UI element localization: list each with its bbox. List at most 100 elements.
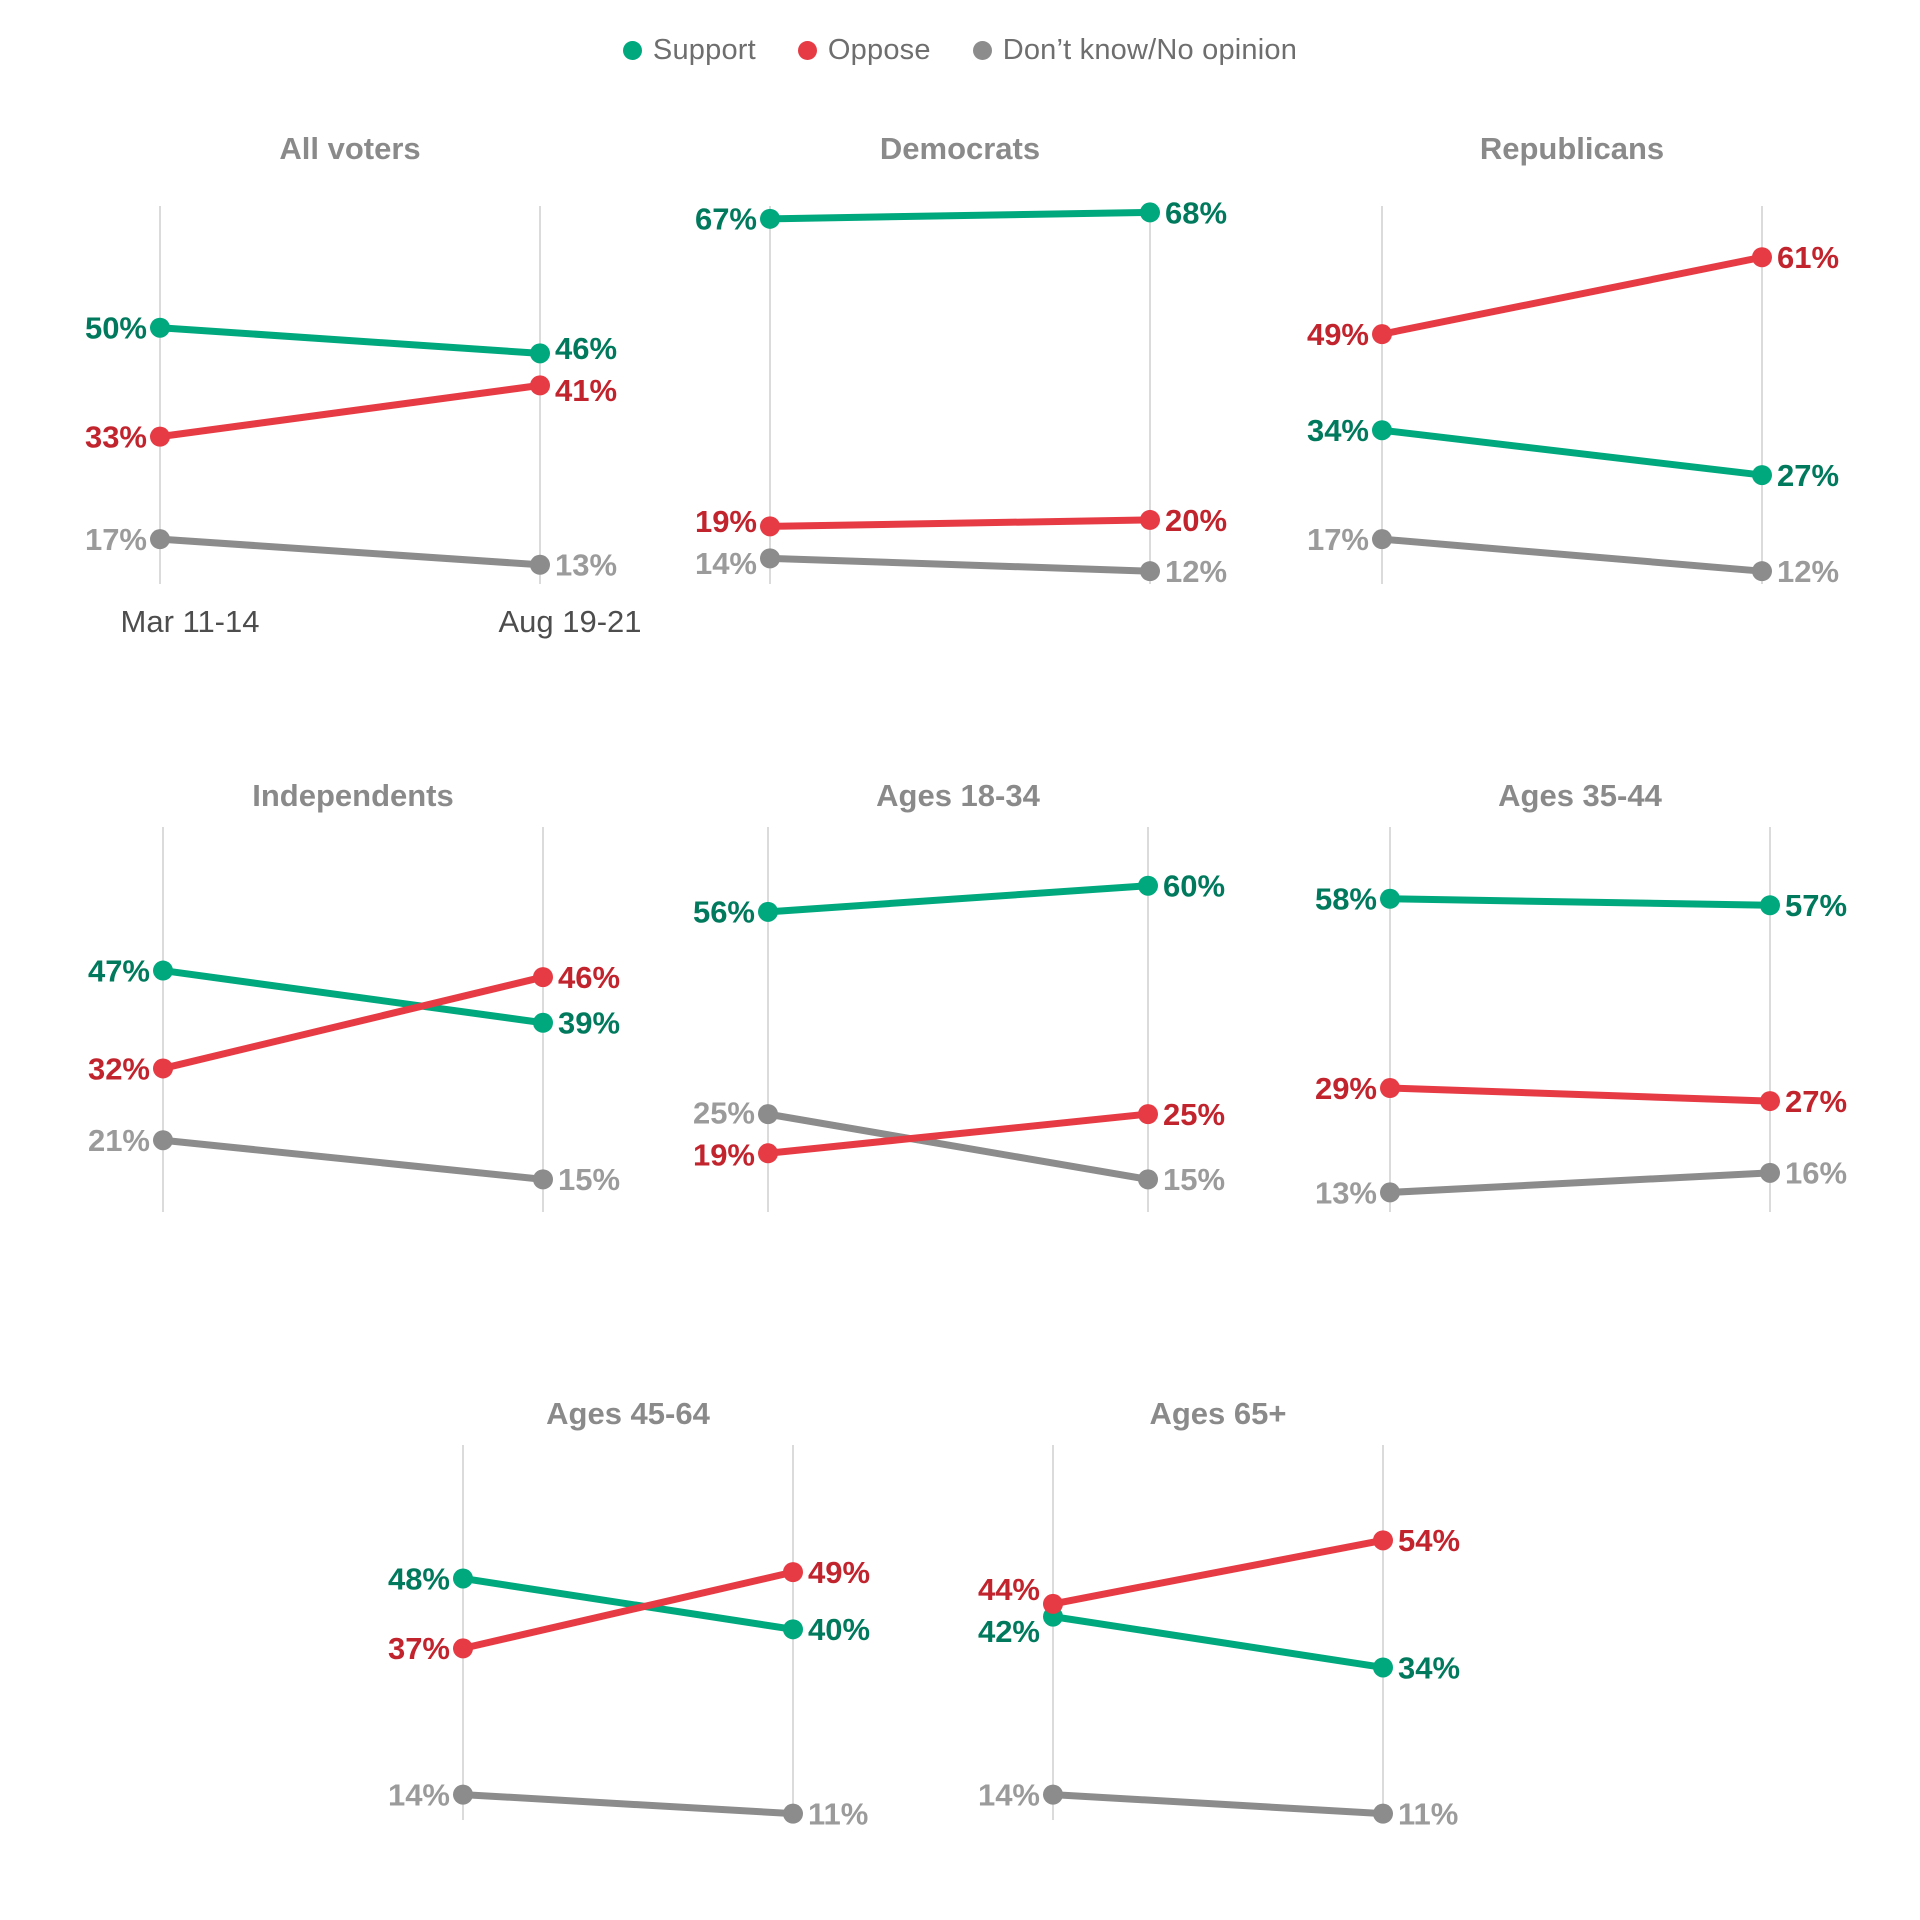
dont_know-value-label: 12% [1777,554,1839,589]
dont_know-value-label: 13% [1315,1175,1377,1210]
dont_know-value-label: 15% [558,1162,620,1197]
support-dot-end [1760,895,1780,916]
oppose-value-label: 46% [558,960,620,995]
support-dot-end [783,1619,803,1640]
support-line [767,882,1149,916]
oppose-value-label: 27% [1785,1084,1847,1119]
dont_know-value-label: 14% [695,546,757,581]
oppose-dot-start [1372,324,1392,345]
oppose-value-label: 33% [85,419,147,454]
oppose-line [767,1110,1149,1157]
support-line [462,1575,794,1633]
oppose-value-label: 61% [1777,240,1839,275]
support-value-label: 47% [88,953,150,988]
dont_know-value-label: 14% [388,1777,450,1812]
legend-label-support: Support [652,34,756,66]
dont_know-line [767,1110,1149,1183]
dont_know-value-label: 11% [808,1796,868,1831]
dont_know-dot-end [1752,561,1772,582]
support-value-label: 46% [555,331,617,366]
legend-label-oppose: Oppose [827,34,931,66]
oppose-dot-start [1043,1593,1063,1614]
dont_know-dot-start [150,529,170,550]
support-line [1389,895,1771,909]
dont_know-line [1052,1791,1384,1818]
dont_know-value-label: 16% [1785,1156,1847,1191]
support-dot-end [1140,202,1160,223]
oppose-value-label: 44% [978,1572,1040,1607]
dont-know-legend-dot-icon [972,41,992,60]
oppose-dot-start [758,1143,778,1164]
legend-label-dont-know: Don’t know/No opinion [1002,34,1298,66]
panel-ages-18-34: Ages 18-34 56% 25% 19% 60% 25% 15% [693,778,1225,1212]
panel-title: Ages 18-34 [876,778,1040,813]
support-line [1052,1613,1384,1671]
support-dot-end [1138,875,1158,896]
panel-republicans: Republicans 49% 34% 17% 61% 27% 12% [1307,131,1839,589]
oppose-line [1389,1084,1771,1105]
support-dot-start [760,208,780,229]
support-value-label: 60% [1163,869,1225,904]
oppose-dot-end [1752,247,1772,268]
dont_know-value-label: 11% [1398,1796,1458,1831]
panel-title: Democrats [880,131,1040,166]
dont_know-value-label: 15% [1163,1162,1225,1197]
dont_know-dot-start [760,548,780,569]
support-value-label: 58% [1315,882,1377,917]
dont_know-line [462,1791,794,1818]
oppose-value-label: 37% [388,1631,450,1666]
support-line [159,324,541,357]
support-dot-start [1380,888,1400,909]
support-value-label: 67% [695,202,757,237]
dont_know-value-label: 21% [88,1123,150,1158]
oppose-line [1381,253,1763,338]
panel-independents: Independents 47% 32% 21% 46% 39% 15% [88,778,620,1212]
oppose-line [1052,1536,1384,1608]
legend-item-dont-know: Don’t know/No opinion [972,34,1298,67]
legend: Support Oppose Don’t know/No opinion [0,34,1920,67]
support-value-label: 40% [808,1612,870,1647]
dont_know-dot-end [1140,561,1160,582]
dont_know-line [159,535,541,569]
oppose-value-label: 49% [1307,317,1369,352]
dont_know-value-label: 12% [1165,554,1227,589]
oppose-value-label: 41% [555,373,617,408]
panel-title: Ages 65+ [1149,1396,1286,1431]
oppose-dot-start [1380,1078,1400,1099]
dont_know-dot-end [1760,1162,1780,1183]
x-axis-label: Mar 11-14 [121,604,260,639]
support-line [1381,426,1763,479]
dont_know-value-label: 13% [555,548,617,583]
support-value-label: 34% [1307,413,1369,448]
dont_know-value-label: 17% [85,522,147,557]
dont_know-dot-end [1138,1169,1158,1190]
panel-title: Ages 45-64 [546,1396,710,1431]
support-value-label: 42% [978,1614,1040,1649]
panel-title: All voters [279,131,420,166]
legend-item-support: Support [622,34,756,67]
oppose-value-label: 54% [1398,1523,1460,1558]
support-line [162,967,544,1027]
oppose-line [159,381,541,441]
support-dot-start [758,901,778,922]
dont_know-value-label: 25% [693,1096,755,1131]
oppose-dot-end [1373,1530,1393,1551]
support-value-label: 39% [558,1006,620,1041]
dont_know-value-label: 14% [978,1777,1040,1812]
dont_know-dot-start [1043,1784,1063,1805]
dont_know-dot-end [533,1169,553,1190]
dont_know-dot-end [783,1803,803,1824]
legend-item-oppose: Oppose [797,34,931,67]
support-value-label: 68% [1165,195,1227,230]
dont_know-dot-start [453,1784,473,1805]
oppose-dot-start [453,1638,473,1659]
support-value-label: 50% [85,311,147,346]
support-dot-end [533,1012,553,1033]
dont_know-line [1381,535,1763,575]
panel-ages-65: Ages 65+ 44% 42% 14% 54% 34% 11% [978,1396,1460,1832]
oppose-dot-end [1760,1091,1780,1112]
oppose-dot-start [760,516,780,537]
oppose-value-label: 20% [1165,503,1227,538]
x-axis-label: Aug 19-21 [498,604,641,639]
